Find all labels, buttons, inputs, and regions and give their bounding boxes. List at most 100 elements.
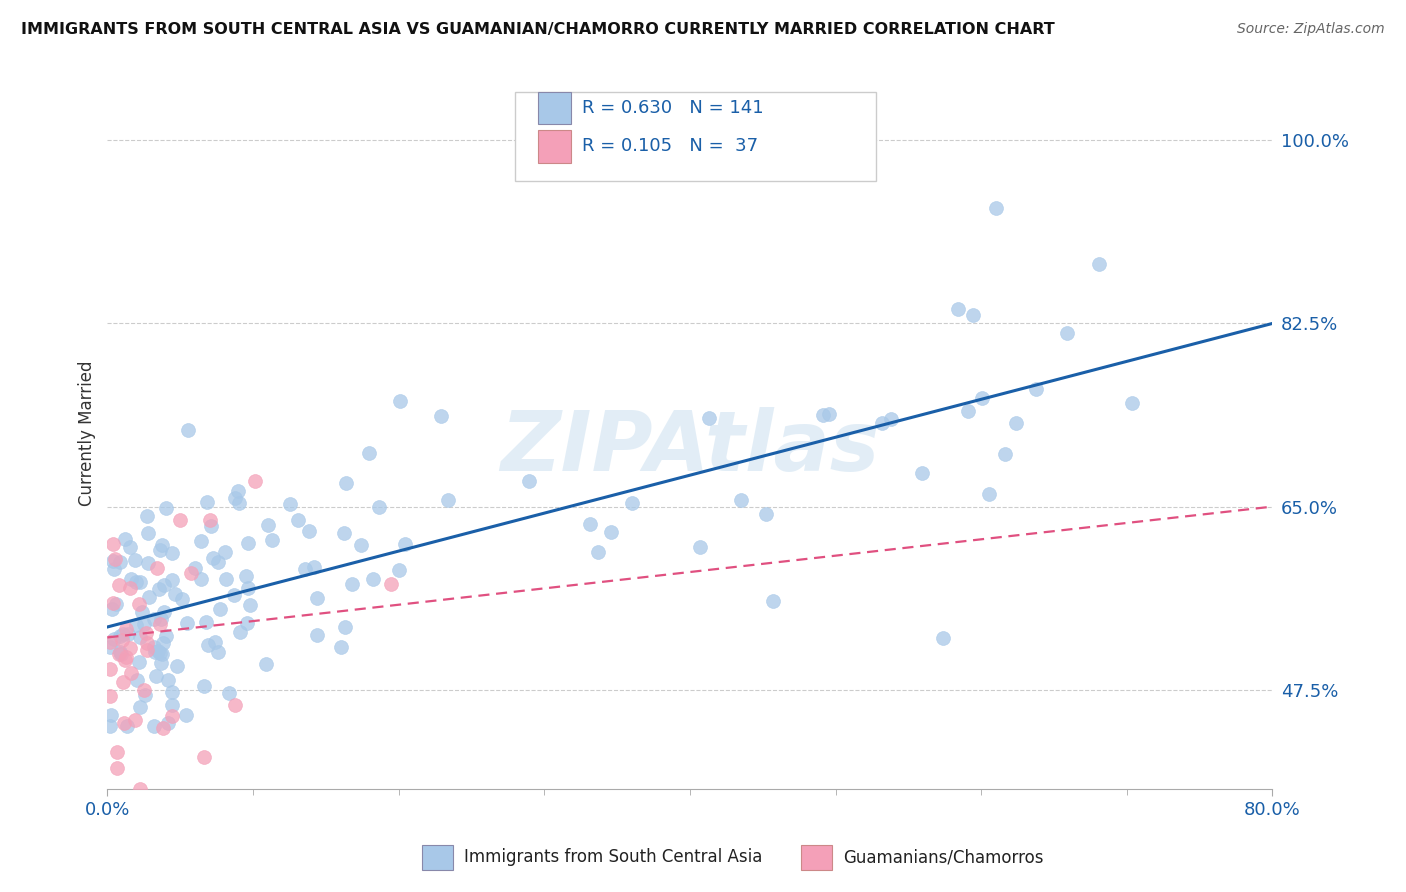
Point (218, 686, 240, 700)
Point (1088, 257, 1111, 271)
Point (111, 674, 134, 689)
Point (128, 699, 150, 714)
Point (970, 391, 993, 405)
Point (125, 673, 148, 687)
Point (120, 573, 142, 587)
Point (135, 643, 157, 657)
Point (156, 716, 179, 731)
Point (1121, 396, 1143, 410)
Point (103, 562, 125, 576)
Point (932, 631, 955, 645)
Text: Source: ZipAtlas.com: Source: ZipAtlas.com (1237, 22, 1385, 37)
Point (335, 620, 357, 634)
Point (150, 612, 173, 626)
Point (124, 553, 146, 567)
Point (120, 541, 142, 555)
Point (215, 572, 238, 586)
Point (298, 524, 321, 538)
Point (157, 673, 180, 688)
Point (107, 647, 129, 661)
Text: R = 0.105   N =  37: R = 0.105 N = 37 (582, 137, 758, 155)
Point (98, 719, 121, 733)
Point (129, 575, 152, 590)
Point (136, 509, 159, 524)
Point (957, 404, 980, 418)
Point (198, 513, 221, 527)
Point (389, 393, 412, 408)
Point (103, 596, 125, 610)
Point (143, 612, 166, 626)
Point (238, 535, 260, 549)
Point (108, 645, 131, 659)
Point (166, 658, 188, 673)
Point (228, 495, 250, 509)
Point (262, 533, 284, 548)
Point (359, 446, 381, 460)
Point (579, 517, 602, 532)
Point (132, 682, 155, 697)
Point (98, 662, 121, 676)
Point (149, 542, 172, 557)
Point (305, 591, 328, 605)
Point (430, 409, 453, 424)
Point (101, 602, 124, 616)
Point (294, 562, 316, 576)
Point (813, 408, 835, 422)
Point (152, 721, 174, 735)
Point (190, 533, 212, 548)
Point (117, 627, 139, 641)
Point (193, 679, 215, 693)
Point (152, 647, 174, 661)
Point (160, 546, 183, 560)
Point (180, 566, 202, 581)
Point (98, 635, 121, 649)
Point (762, 594, 785, 608)
Point (120, 641, 142, 656)
Point (170, 591, 193, 606)
Point (207, 555, 229, 569)
Point (169, 512, 191, 526)
Point (697, 411, 720, 425)
Point (194, 615, 217, 630)
Point (226, 484, 249, 499)
Point (100, 708, 122, 723)
Point (586, 545, 609, 559)
Point (254, 657, 277, 671)
Point (911, 466, 934, 480)
Point (128, 597, 150, 611)
Point (107, 745, 129, 759)
Point (224, 698, 246, 713)
Point (235, 569, 257, 583)
Point (135, 626, 157, 640)
Point (120, 666, 142, 681)
Point (98, 640, 121, 654)
Point (437, 492, 460, 507)
Point (730, 492, 752, 507)
Point (145, 669, 167, 683)
Point (176, 616, 198, 631)
Point (105, 761, 128, 775)
Point (160, 698, 183, 712)
Text: ZIPAtlas: ZIPAtlas (501, 407, 880, 488)
Point (202, 551, 225, 566)
Point (224, 588, 246, 602)
Point (195, 494, 218, 508)
FancyBboxPatch shape (515, 92, 876, 181)
Point (1005, 416, 1028, 430)
Y-axis label: Currently Married: Currently Married (79, 360, 96, 506)
Point (135, 635, 157, 649)
Point (111, 632, 134, 647)
Point (155, 500, 177, 515)
Point (112, 627, 135, 641)
Point (239, 598, 262, 612)
Point (257, 518, 280, 533)
Point (115, 622, 138, 636)
Point (103, 554, 125, 568)
Point (207, 645, 229, 659)
Point (330, 640, 353, 655)
Point (350, 539, 373, 553)
FancyBboxPatch shape (538, 130, 571, 163)
Point (228, 625, 250, 640)
Point (124, 618, 146, 632)
Point (818, 407, 841, 421)
